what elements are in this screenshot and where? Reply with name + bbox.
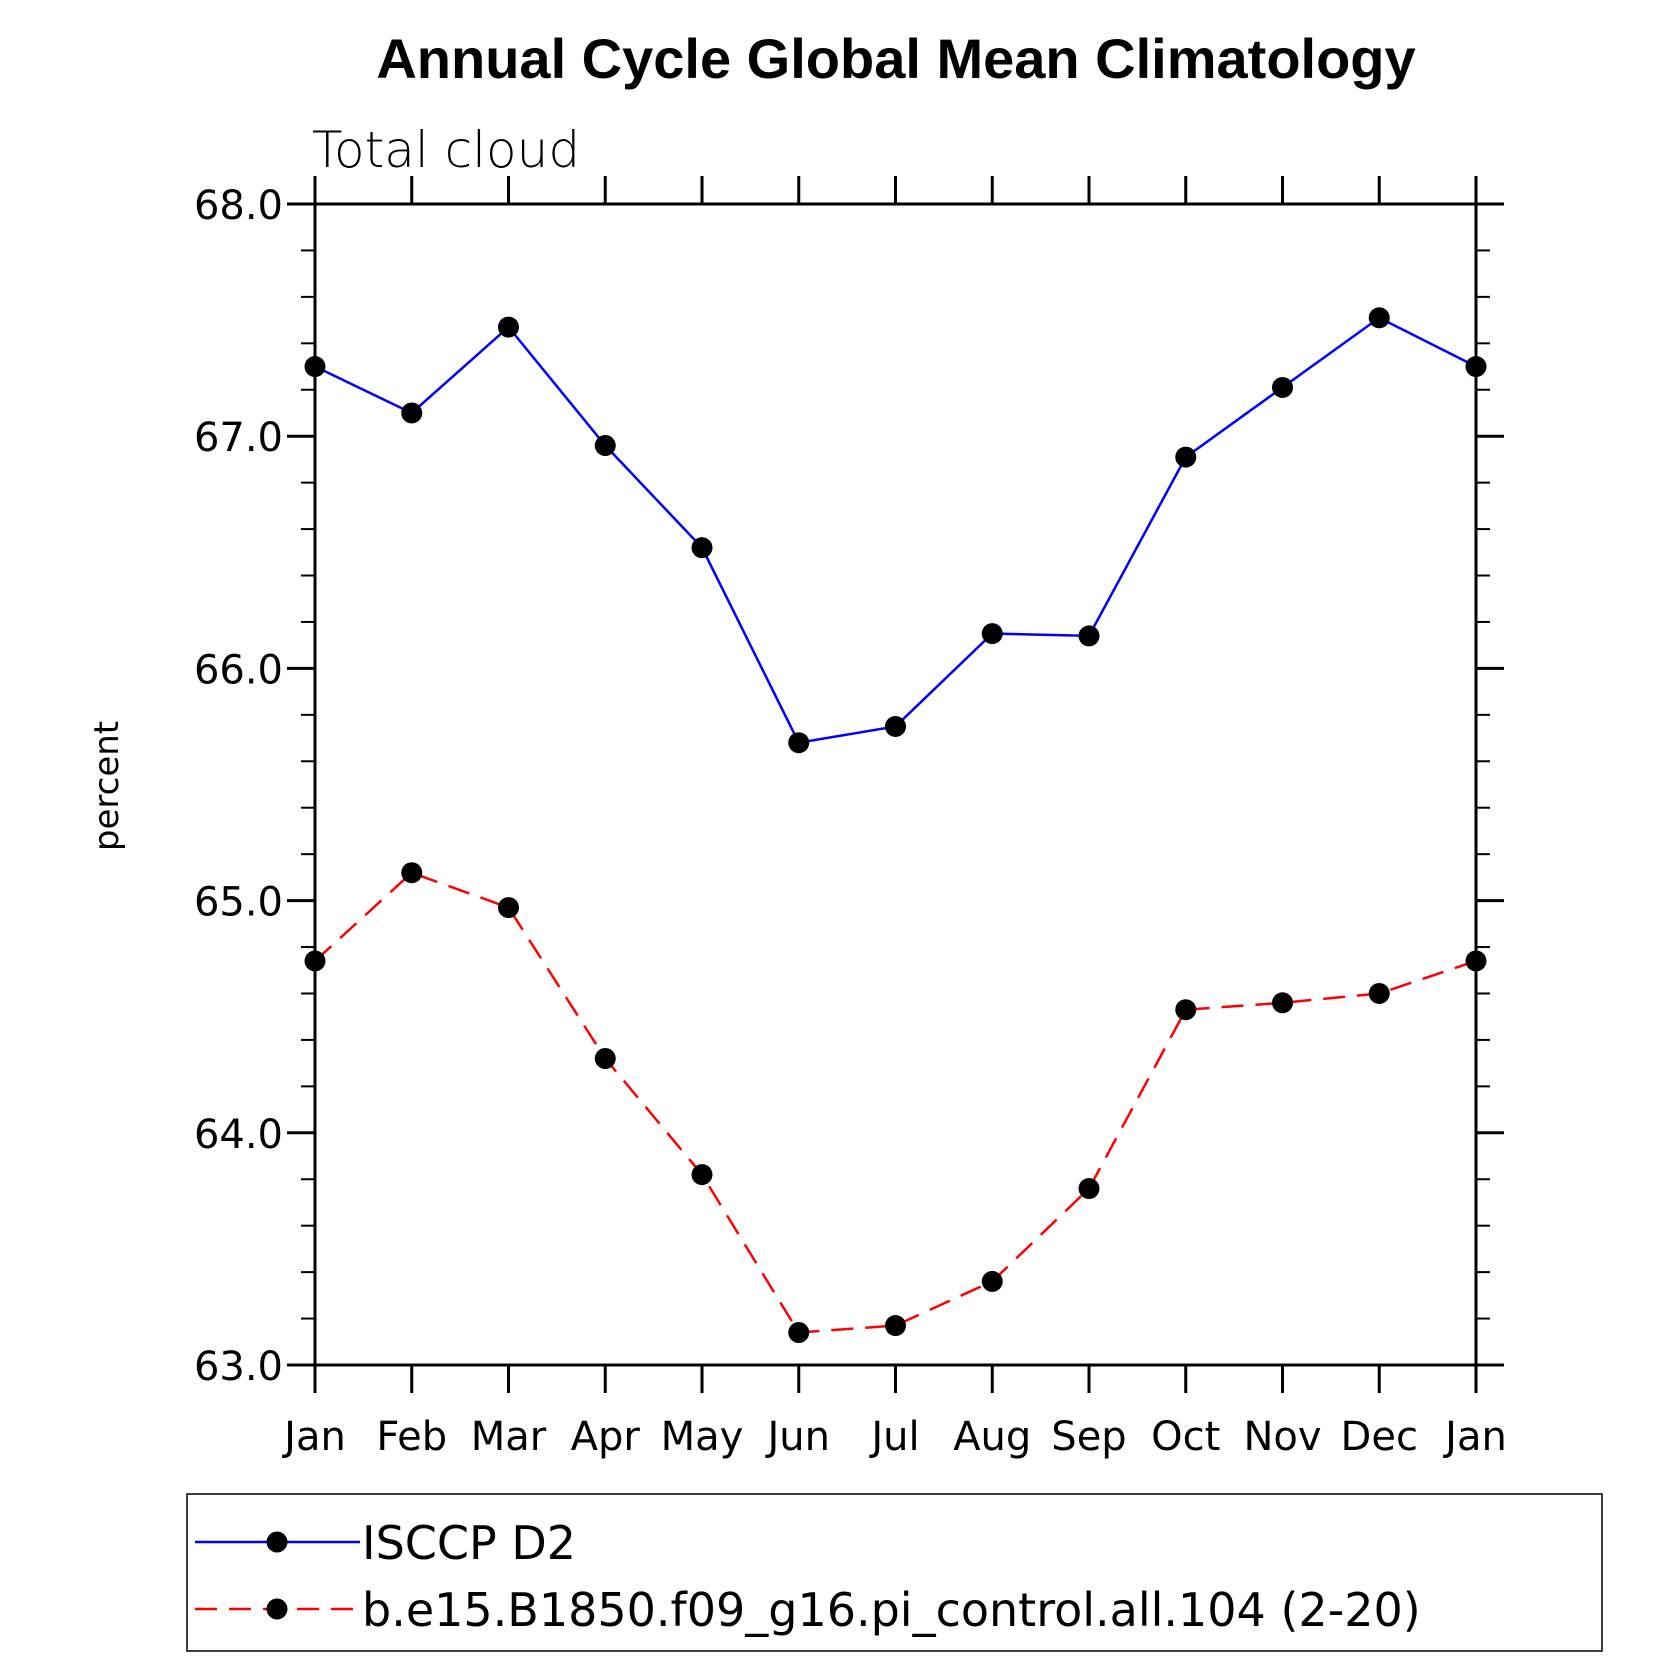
data-point (498, 897, 519, 919)
x-tick-label: Aug (953, 1414, 1031, 1460)
y-tick-label: 65.0 (194, 880, 283, 926)
data-point (1465, 950, 1487, 972)
data-point (981, 623, 1003, 645)
data-point (885, 1315, 906, 1337)
series-line (314, 871, 1477, 1334)
x-tick-label: Jun (765, 1414, 831, 1460)
x-tick-label: Jan (1442, 1414, 1507, 1460)
data-point (594, 1047, 616, 1069)
y-tick-label: 63.0 (194, 1344, 283, 1390)
data-point (1368, 982, 1390, 1004)
data-point (1272, 992, 1293, 1014)
data-point (691, 537, 713, 559)
x-tick-label: Mar (471, 1414, 547, 1460)
x-tick-label: Jan (281, 1414, 346, 1460)
data-point (304, 950, 326, 972)
data-point (691, 1164, 713, 1186)
legend-label: ISCCP D2 (362, 1516, 576, 1570)
y-tick-label: 68.0 (194, 183, 283, 229)
data-point (885, 715, 906, 737)
data-point (788, 1321, 810, 1343)
x-tick-label: Nov (1243, 1414, 1321, 1460)
legend-box (186, 1493, 1603, 1652)
legend-entries: ISCCP D2 b.e15.B1850.f09_g16.pi_control.a… (195, 1516, 1421, 1637)
chart-title: Annual Cycle Global Mean Climatology (376, 27, 1415, 90)
series-2 (304, 862, 1487, 1343)
x-tick-label: Feb (376, 1414, 447, 1460)
data-point (304, 356, 326, 378)
x-tick-label: Jul (868, 1414, 919, 1460)
data-point (1368, 307, 1390, 329)
data-point (1078, 625, 1100, 647)
data-point (981, 1270, 1003, 1292)
x-tick-label: Oct (1151, 1414, 1220, 1460)
y-tick-label: 66.0 (194, 647, 283, 693)
x-tick-label: Sep (1051, 1414, 1126, 1460)
data-point (788, 732, 810, 754)
data-point (1465, 356, 1487, 378)
y-axis-label: percent (87, 721, 127, 851)
data-point (1272, 376, 1293, 398)
data-point (401, 862, 423, 884)
x-tick-label: Apr (571, 1414, 641, 1460)
series-1 (304, 307, 1487, 754)
legend: ISCCP D2 b.e15.B1850.f09_g16.pi_control.a… (186, 1493, 1603, 1652)
plot-frame (313, 202, 1478, 1367)
data-point (401, 402, 423, 424)
legend-marker (266, 1598, 288, 1620)
data-point (594, 434, 616, 456)
plot-axes: 63.0 64.0 65.0 66.0 67.0 68.0 Jan Feb Mar Apr May J… (194, 176, 1507, 1460)
data-point (1175, 999, 1197, 1021)
data-point (1078, 1178, 1100, 1200)
data-point (1175, 446, 1197, 468)
x-tick-label: Dec (1341, 1414, 1418, 1460)
data-point (498, 316, 519, 338)
y-tick-label: 64.0 (194, 1112, 283, 1158)
x-tick-label: May (661, 1414, 744, 1460)
legend-label: b.e15.B1850.f09_g16.pi_control.all.104 (… (362, 1583, 1421, 1637)
chart-subtitle: Total cloud (312, 121, 580, 179)
y-tick-label: 67.0 (194, 415, 283, 461)
series-layer (304, 307, 1487, 1343)
series-line (314, 316, 1477, 745)
legend-marker (266, 1531, 288, 1553)
